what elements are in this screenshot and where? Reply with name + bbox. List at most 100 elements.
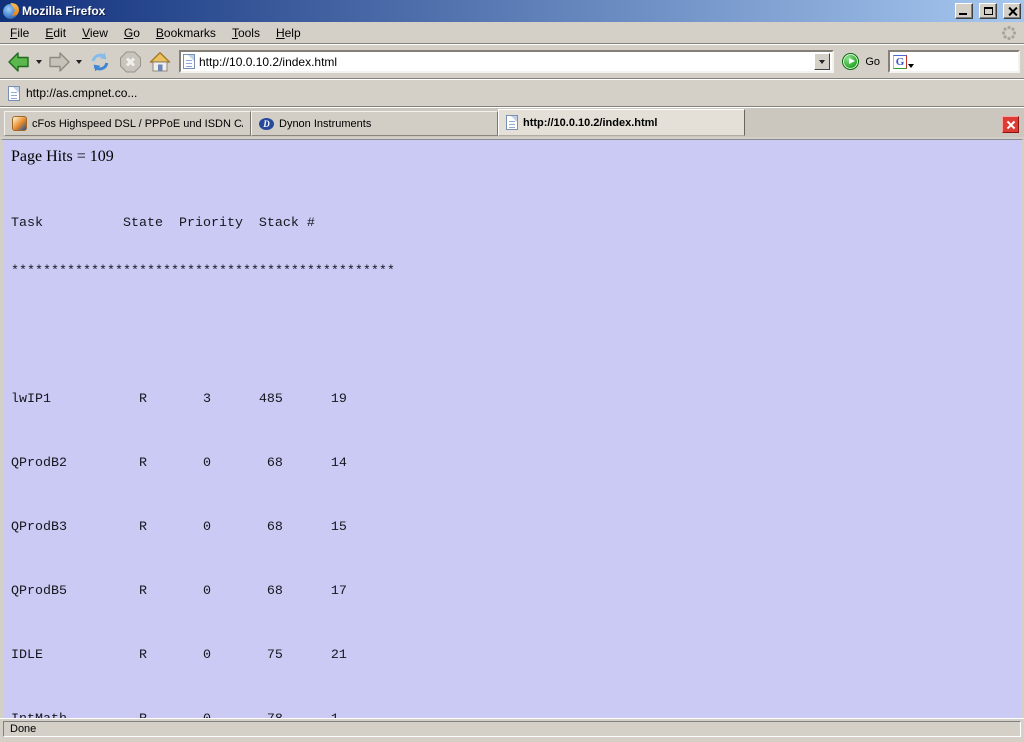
tab-label: Dynon Instruments (279, 117, 372, 130)
cell-stack: 68 (266, 456, 283, 471)
document-favicon-icon (506, 115, 518, 130)
search-input[interactable] (915, 54, 1015, 69)
menu-file[interactable]: File (10, 25, 30, 40)
page-favicon-icon (183, 54, 195, 69)
cell-task: QProdB2 (11, 456, 67, 471)
chevron-down-icon (819, 59, 826, 64)
cell-state: R (138, 392, 147, 407)
status-panel: Done (3, 721, 1021, 737)
search-box: G (888, 50, 1020, 73)
url-history-dropdown-button[interactable] (814, 53, 831, 70)
cell-state: R (139, 712, 203, 718)
back-arrow-icon (8, 51, 29, 72)
cell-number: 14 (330, 456, 347, 471)
cell-stack: 68 (266, 584, 283, 599)
window-bottom-edge (0, 738, 1024, 742)
table-row: QProdB2 R 0 68 14 (11, 456, 1021, 472)
cell-priority: 0 (202, 456, 211, 471)
search-engine-dropdown-icon[interactable] (908, 63, 914, 68)
header-task: Task (11, 216, 43, 231)
header-priority: Priority (178, 216, 243, 231)
menu-edit[interactable]: Edit (45, 25, 67, 40)
minimize-icon (959, 13, 967, 15)
stop-icon (120, 51, 141, 72)
close-button[interactable] (1003, 3, 1021, 19)
forward-button[interactable] (44, 47, 74, 77)
restore-icon (984, 7, 993, 15)
cell-stack: 485 (258, 392, 283, 407)
navigation-toolbar: Go G (0, 44, 1024, 79)
cell-number: 1 (331, 712, 339, 718)
bookmark-label: http://as.cmpnet.co... (26, 86, 138, 100)
header-state: State (122, 216, 163, 231)
go-button[interactable]: Go (838, 53, 888, 70)
google-search-icon[interactable]: G (893, 54, 907, 69)
close-tab-button[interactable] (1002, 116, 1019, 133)
tab-label: http://10.0.10.2/index.html (523, 116, 658, 129)
cell-state: R (138, 648, 147, 663)
tab-label: cFos Highspeed DSL / PPPoE und ISDN CAP.… (32, 117, 243, 130)
table-separator: ****************************************… (11, 264, 395, 279)
cell-stack: 68 (266, 520, 283, 535)
cell-number: 21 (330, 648, 347, 663)
menu-go[interactable]: Go (123, 25, 140, 40)
url-input[interactable] (199, 53, 811, 70)
header-stack: Stack # (258, 216, 315, 231)
status-text: Done (10, 723, 37, 735)
firefox-logo-icon (3, 3, 18, 19)
table-row: IntMath R 0 78 1 (11, 712, 1021, 718)
minimize-button[interactable] (955, 3, 973, 19)
menu-view[interactable]: View (82, 25, 108, 40)
tab-cfos[interactable]: cFos Highspeed DSL / PPPoE und ISDN CAP.… (4, 111, 251, 136)
cell-priority: 3 (202, 392, 211, 407)
chevron-down-icon (36, 59, 42, 64)
home-icon (149, 51, 171, 71)
back-button[interactable] (4, 47, 34, 77)
title-bar: Mozilla Firefox (0, 0, 1024, 22)
cell-stack: 75 (266, 648, 283, 663)
cell-number: 15 (330, 520, 347, 535)
cell-number: 19 (330, 392, 347, 407)
forward-arrow-icon (49, 51, 70, 72)
menu-help[interactable]: Help (275, 25, 301, 40)
home-button[interactable] (145, 47, 175, 77)
menu-bookmarks[interactable]: Bookmarks (155, 25, 216, 40)
go-button-label: Go (865, 55, 880, 68)
blank-line (11, 312, 1021, 328)
bookmarks-toolbar: http://as.cmpnet.co... (0, 79, 1024, 107)
page-hits-text: Page Hits = 109 (11, 148, 114, 165)
cell-state: R (138, 456, 147, 471)
table-header-row: Task State Priority Stack # (11, 216, 1021, 232)
tab-current-active[interactable]: http://10.0.10.2/index.html (498, 109, 745, 136)
table-row: lwIP1 R 3 485 19 (11, 392, 1021, 408)
url-bar (179, 50, 835, 73)
cell-priority: 0 (202, 520, 211, 535)
reload-button[interactable] (84, 47, 116, 77)
back-dropdown-button[interactable] (34, 47, 44, 77)
tab-dynon[interactable]: D Dynon Instruments (251, 111, 498, 136)
stop-button[interactable] (116, 47, 145, 77)
reload-icon (91, 52, 109, 71)
chevron-down-icon (76, 59, 82, 64)
page-content: Page Hits = 109 Task State Priority Stac… (0, 139, 1024, 718)
cell-task: lwIP1 (11, 392, 51, 407)
cell-state: R (138, 584, 147, 599)
table-row: QProdB3 R 0 68 15 (11, 520, 1021, 536)
table-row: IDLE R 0 75 21 (11, 648, 1021, 664)
forward-dropdown-button[interactable] (74, 47, 84, 77)
cell-task: IntMath (11, 712, 139, 718)
status-bar: Done (0, 718, 1024, 738)
restore-button[interactable] (979, 3, 997, 19)
throbber-icon (1001, 25, 1017, 41)
menu-tools[interactable]: Tools (231, 25, 260, 40)
cell-state: R (138, 520, 147, 535)
cell-priority: 0 (203, 712, 235, 718)
task-table: Task State Priority Stack # ************… (11, 184, 1021, 718)
menu-bar: File Edit View Go Bookmarks Tools Help (0, 22, 1024, 44)
go-arrow-icon (842, 53, 860, 70)
cell-task: QProdB5 (11, 584, 67, 599)
cell-priority: 0 (202, 584, 211, 599)
cell-task: IDLE (11, 648, 43, 663)
bookmark-item[interactable]: http://as.cmpnet.co... (8, 85, 138, 101)
